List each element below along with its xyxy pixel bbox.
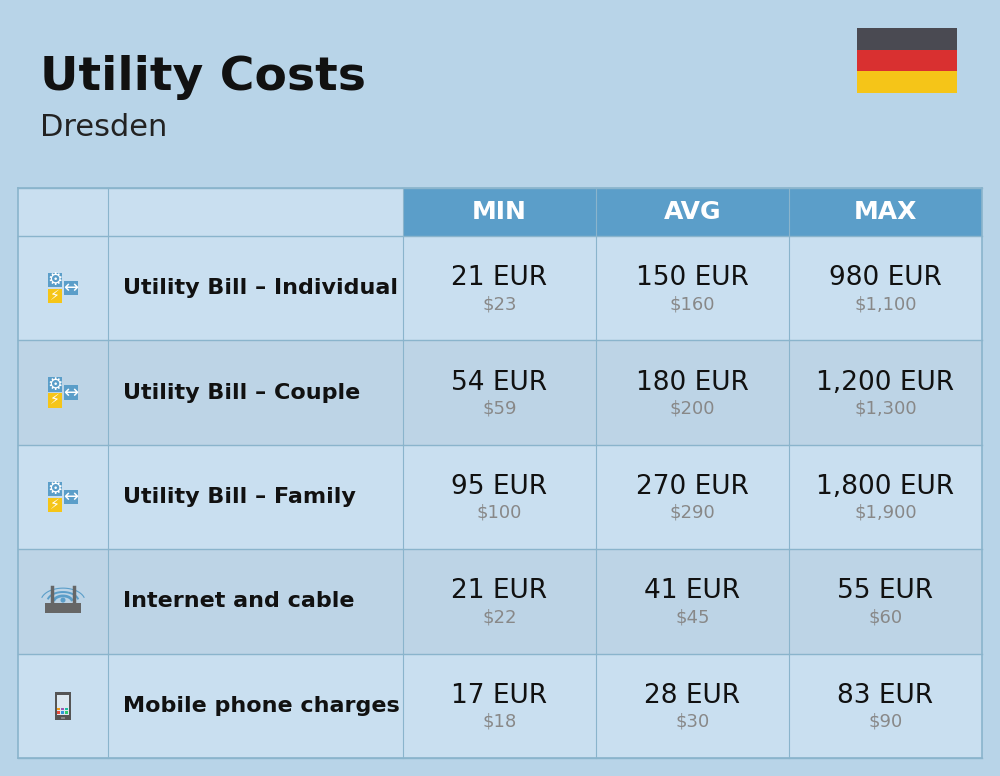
Bar [48,273,62,287]
Text: 180 EUR: 180 EUR [636,369,749,396]
Bar [65,708,68,711]
Bar [18,549,982,653]
Text: ↔: ↔ [63,279,79,297]
Text: $60: $60 [868,608,903,626]
Bar [857,50,957,71]
Text: ⚡: ⚡ [50,289,60,303]
Text: MAX: MAX [854,200,917,224]
Text: Utility Costs: Utility Costs [40,55,366,100]
Bar [57,711,60,714]
Bar [18,341,982,445]
Text: 21 EUR: 21 EUR [451,265,548,291]
Text: 17 EUR: 17 EUR [451,683,548,708]
Bar [18,236,982,341]
Text: Mobile phone charges: Mobile phone charges [123,696,400,715]
Text: $290: $290 [670,504,715,522]
Text: Utility Bill – Couple: Utility Bill – Couple [123,383,360,403]
Text: ↔: ↔ [63,488,79,506]
Text: MIN: MIN [472,200,527,224]
Text: 150 EUR: 150 EUR [636,265,749,291]
Text: Internet and cable: Internet and cable [123,591,354,611]
Text: $90: $90 [868,713,903,731]
Text: $100: $100 [477,504,522,522]
Text: Utility Bill – Individual: Utility Bill – Individual [123,279,398,298]
Text: $45: $45 [675,608,710,626]
Text: 55 EUR: 55 EUR [837,578,934,605]
Text: $18: $18 [482,713,517,731]
Bar [64,490,78,504]
Text: 28 EUR: 28 EUR [644,683,741,708]
Bar [857,28,957,50]
Text: 270 EUR: 270 EUR [636,474,749,500]
Text: 1,200 EUR: 1,200 EUR [816,369,955,396]
Text: 54 EUR: 54 EUR [451,369,548,396]
Bar [48,377,62,392]
Bar [18,188,403,236]
Text: AVG: AVG [664,200,721,224]
Text: $59: $59 [482,400,517,417]
Bar [48,289,62,303]
Text: 980 EUR: 980 EUR [829,265,942,291]
Text: ⚙: ⚙ [47,271,63,289]
Text: $1,100: $1,100 [854,295,917,314]
Bar [64,281,78,296]
Text: 83 EUR: 83 EUR [837,683,934,708]
Bar [55,691,71,720]
Bar [789,188,982,236]
Circle shape [61,598,65,602]
Text: ↔: ↔ [63,383,79,402]
Text: $200: $200 [670,400,715,417]
Text: 1,800 EUR: 1,800 EUR [816,474,955,500]
Bar [48,393,62,408]
Bar [403,188,596,236]
Text: ⚙: ⚙ [47,376,63,393]
Text: Utility Bill – Family: Utility Bill – Family [123,487,356,507]
Bar [61,717,65,719]
Bar [48,482,62,496]
Bar [857,71,957,93]
Text: 21 EUR: 21 EUR [451,578,548,605]
Text: $1,300: $1,300 [854,400,917,417]
Bar [57,708,60,711]
Text: $22: $22 [482,608,517,626]
Bar [65,711,68,714]
Text: 95 EUR: 95 EUR [451,474,548,500]
Bar [596,188,789,236]
Text: $23: $23 [482,295,517,314]
Text: ⚡: ⚡ [50,393,60,407]
Bar [61,708,64,711]
Text: $160: $160 [670,295,715,314]
Bar [45,603,81,613]
Text: Dresden: Dresden [40,113,167,142]
Text: $30: $30 [675,713,710,731]
Bar [57,695,69,715]
Bar [48,497,62,512]
Text: ⚡: ⚡ [50,498,60,512]
Text: $1,900: $1,900 [854,504,917,522]
Text: ⚙: ⚙ [47,480,63,498]
Bar [18,653,982,758]
Bar [64,386,78,400]
Bar [18,445,982,549]
Text: 41 EUR: 41 EUR [644,578,741,605]
Bar [61,711,64,714]
